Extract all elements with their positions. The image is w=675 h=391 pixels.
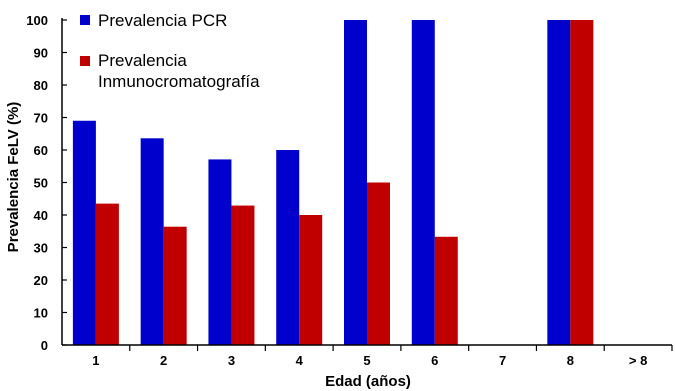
y-tick-label-50: 50 xyxy=(34,176,48,191)
bar-inmuno-1 xyxy=(95,203,119,345)
y-tick-label-0: 0 xyxy=(41,338,48,353)
x-tick-label-5: 5 xyxy=(363,353,370,368)
x-tick-label-6: 6 xyxy=(431,353,438,368)
x-tick-label-7: 7 xyxy=(499,353,506,368)
bar-inmuno-8 xyxy=(570,20,594,345)
bar-pcr-2 xyxy=(140,138,164,345)
y-tick-label-90: 90 xyxy=(34,46,48,61)
legend: Prevalencia PCR Prevalencia Inmunocromat… xyxy=(80,11,260,91)
legend-label-pcr: Prevalencia PCR xyxy=(98,11,227,30)
x-tick-label-4: 4 xyxy=(296,353,304,368)
legend-swatch-pcr xyxy=(80,15,90,25)
bar-pcr-6 xyxy=(411,20,435,345)
bar-pcr-8 xyxy=(547,20,571,345)
x-tick-label-1: 1 xyxy=(92,353,99,368)
bar-inmuno-6 xyxy=(434,236,458,345)
axes-layer xyxy=(61,18,672,346)
ticks-layer: 0 10 20 30 40 50 60 70 80 90 100 1 2 3 4 5 6 7 8 > 8 xyxy=(26,13,673,368)
x-tick-label-9: > 8 xyxy=(629,353,647,368)
x-axis-title: Edad (años) xyxy=(325,373,411,390)
legend-label-inmuno-line2: Inmunocromatografía xyxy=(98,72,260,91)
bar-inmuno-3 xyxy=(231,205,255,345)
bar-inmuno-2 xyxy=(163,226,187,345)
y-tick-label-30: 30 xyxy=(34,241,48,256)
y-tick-label-20: 20 xyxy=(34,273,48,288)
y-tick-label-60: 60 xyxy=(34,143,48,158)
y-tick-label-10: 10 xyxy=(34,306,48,321)
bar-inmuno-4 xyxy=(299,215,323,345)
bars-layer xyxy=(72,20,594,345)
bar-pcr-5 xyxy=(344,20,367,345)
bar-pcr-4 xyxy=(276,150,300,345)
legend-swatch-inmuno xyxy=(80,56,90,66)
y-tick-label-40: 40 xyxy=(34,208,48,223)
x-tick-label-3: 3 xyxy=(228,353,235,368)
bar-pcr-1 xyxy=(72,120,96,345)
y-axis-title: Prevalencia FeLV (%) xyxy=(5,102,22,253)
bar-pcr-3 xyxy=(208,159,232,345)
x-tick-label-8: 8 xyxy=(567,353,574,368)
bar-inmuno-5 xyxy=(367,182,390,345)
legend-label-inmuno-line1: Prevalencia xyxy=(98,51,187,70)
y-tick-label-100: 100 xyxy=(26,13,48,28)
x-tick-label-2: 2 xyxy=(160,353,167,368)
y-tick-label-70: 70 xyxy=(34,111,48,126)
y-tick-label-80: 80 xyxy=(34,78,48,93)
